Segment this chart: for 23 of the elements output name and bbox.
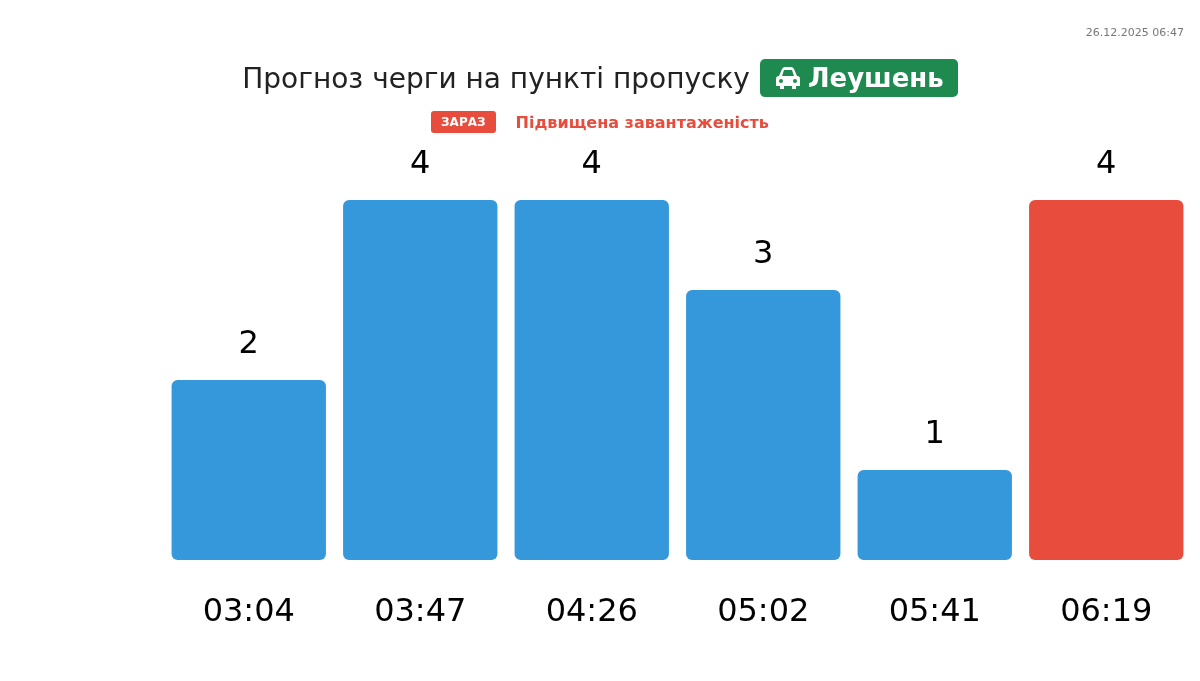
text: Леушень [759, 59, 958, 97]
x-tick-label: 05:41 [888, 591, 981, 629]
x-tick-label: 06:19 [1060, 591, 1153, 629]
bar [686, 290, 841, 560]
chart-subtitle: Підвищена завантаженість [515, 112, 769, 132]
data-label: 4 [581, 143, 602, 181]
x-tick-label: 05:02 [717, 591, 810, 629]
bar [514, 200, 669, 560]
data-label: 2 [238, 323, 259, 361]
bar [171, 380, 326, 560]
chart-title: Прогноз черги на пункті пропуску [242, 61, 750, 95]
bar [857, 470, 1012, 560]
x-tick-label: 03:47 [374, 591, 467, 629]
x-tick-label: 03:04 [202, 591, 295, 629]
bar [343, 200, 498, 560]
bar [1029, 200, 1184, 560]
data-label: 4 [410, 143, 431, 181]
text: ЗАРАЗ [431, 111, 496, 133]
text: 26.12.2025 06:47 [1085, 26, 1184, 39]
data-label: 4 [1096, 143, 1117, 181]
data-label: 1 [924, 413, 945, 451]
x-tick-label: 04:26 [545, 591, 638, 629]
data-label: 3 [753, 233, 774, 271]
